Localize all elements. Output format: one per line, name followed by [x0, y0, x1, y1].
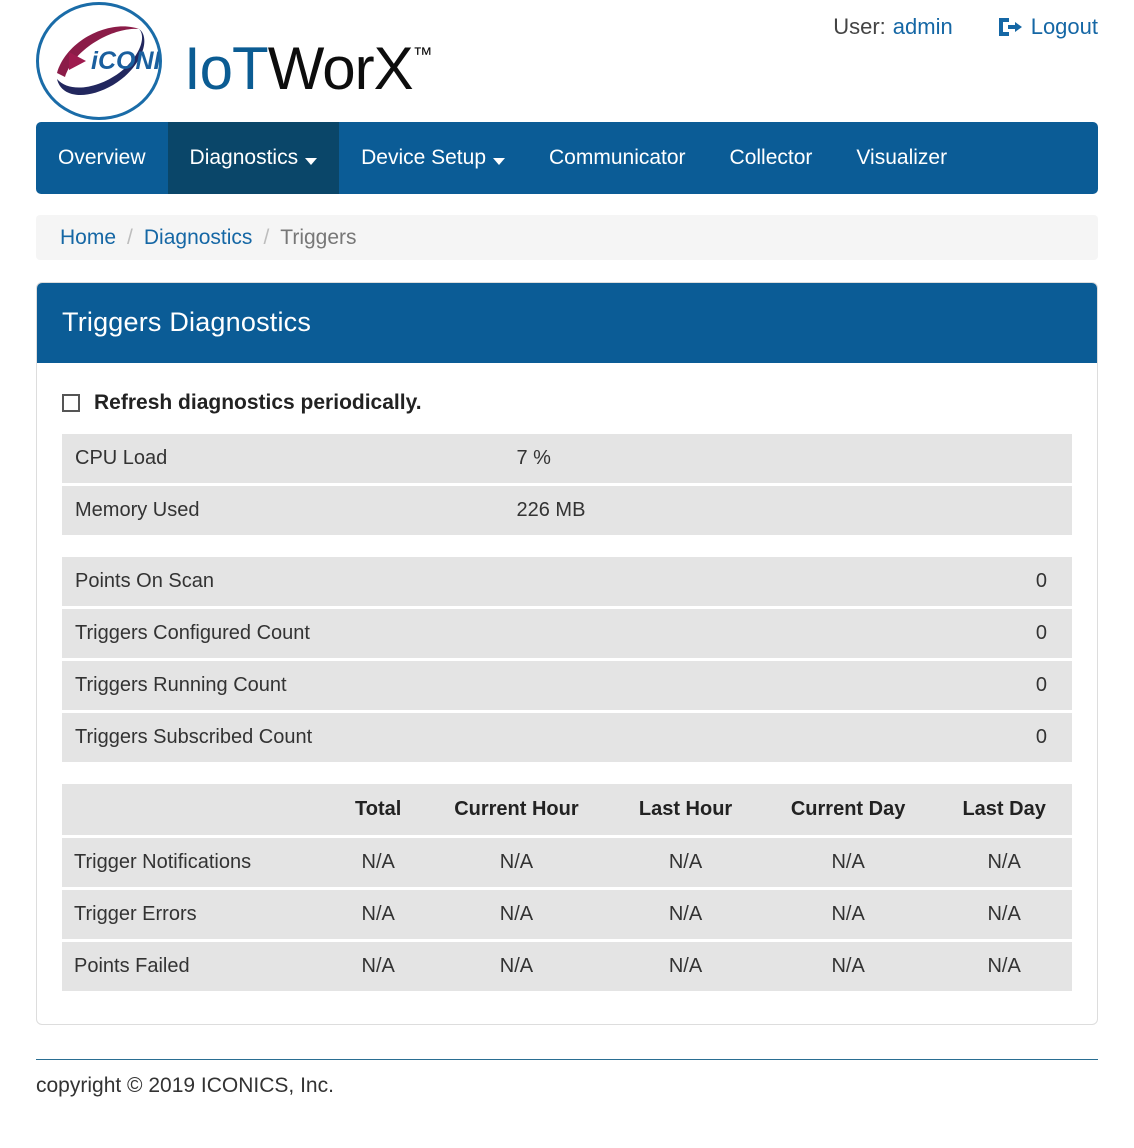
row-value-current-hour: N/A — [421, 942, 612, 991]
row-value: 0 — [688, 557, 1072, 606]
breadcrumb-diagnostics[interactable]: Diagnostics — [143, 225, 253, 249]
row-value: 7 % — [516, 434, 1072, 483]
row-label: Points Failed — [62, 942, 335, 991]
column-header-current-hour: Current Hour — [421, 784, 612, 835]
panel-body: Refresh diagnostics periodically. CPU Lo… — [37, 363, 1097, 1024]
row-value-current-hour: N/A — [421, 890, 612, 939]
table-row: Triggers Running Count 0 — [62, 661, 1072, 710]
nav-item-communicator[interactable]: Communicator — [527, 122, 708, 194]
refresh-periodically-checkbox[interactable] — [62, 394, 80, 412]
column-header-last-hour: Last Hour — [611, 784, 760, 835]
nav-item-collector[interactable]: Collector — [708, 122, 835, 194]
chevron-down-icon — [493, 157, 505, 165]
product-title-worx: WorX — [267, 35, 414, 102]
logout-icon — [997, 15, 1023, 39]
breadcrumb-home[interactable]: Home — [60, 225, 117, 249]
column-header-blank — [62, 784, 335, 835]
column-header-current-day: Current Day — [759, 784, 937, 835]
row-value-last-day: N/A — [936, 890, 1072, 939]
column-header-total: Total — [334, 784, 422, 835]
table-header-row: Total Current Hour Last Hour Current Day… — [62, 784, 1072, 835]
row-value-total: N/A — [334, 838, 422, 887]
column-header-last-day: Last Day — [936, 784, 1072, 835]
refresh-periodically-label: Refresh diagnostics periodically. — [94, 391, 422, 414]
nav-item-overview[interactable]: Overview — [36, 122, 168, 194]
nav-label-device-setup: Device Setup — [361, 146, 486, 169]
row-label: Triggers Configured Count — [62, 609, 689, 658]
row-value-last-hour: N/A — [611, 942, 760, 991]
row-value: 0 — [688, 713, 1072, 762]
chevron-down-icon — [305, 157, 318, 165]
trigger-statistics-table: Total Current Hour Last Hour Current Day… — [62, 781, 1072, 994]
breadcrumb: Home / Diagnostics / Triggers — [36, 215, 1098, 260]
row-value-last-day: N/A — [936, 942, 1072, 991]
page-footer: copyright © 2019 ICONICS, Inc. — [36, 1059, 1098, 1098]
nav-label-overview: Overview — [58, 146, 146, 169]
user-name: admin — [892, 14, 953, 39]
nav-item-diagnostics[interactable]: Diagnostics — [167, 122, 340, 194]
table-row: Trigger Notifications N/A N/A N/A N/A N/… — [62, 838, 1072, 887]
table-row: Triggers Subscribed Count 0 — [62, 713, 1072, 762]
table-row: Memory Used 226 MB — [62, 486, 1072, 535]
table-row: CPU Load 7 % — [62, 434, 1072, 483]
row-label: Triggers Running Count — [62, 661, 689, 710]
panel-title: Triggers Diagnostics — [37, 283, 1097, 363]
breadcrumb-current: Triggers — [280, 225, 357, 249]
main-navigation: Overview Diagnostics Device Setup Commun… — [36, 122, 1098, 194]
table-row: Trigger Errors N/A N/A N/A N/A N/A — [62, 890, 1072, 939]
row-label: Trigger Errors — [62, 890, 335, 939]
product-title-iot: IoT — [184, 35, 269, 102]
product-title: IoTWorX™ — [184, 39, 433, 99]
row-value-last-hour: N/A — [611, 838, 760, 887]
row-label: Points On Scan — [62, 557, 689, 606]
nav-label-diagnostics: Diagnostics — [189, 146, 299, 169]
brand: iCONICS IoTWorX™ — [36, 0, 433, 120]
page-header: iCONICS IoTWorX™ User: admin Logout — [0, 0, 1134, 122]
iconics-logo-svg: iCONICS — [57, 26, 159, 96]
table-row: Points On Scan 0 — [62, 557, 1072, 606]
row-value-current-hour: N/A — [421, 838, 612, 887]
row-value: 226 MB — [516, 486, 1072, 535]
nav-item-device-setup[interactable]: Device Setup — [339, 122, 527, 194]
breadcrumb-separator: / — [263, 225, 270, 249]
nav-label-visualizer: Visualizer — [856, 146, 948, 169]
row-value-last-hour: N/A — [611, 890, 760, 939]
row-value: 0 — [688, 609, 1072, 658]
row-value-total: N/A — [334, 890, 422, 939]
diagnostics-panel: Triggers Diagnostics Refresh diagnostics… — [36, 282, 1098, 1025]
row-label: Memory Used — [62, 486, 517, 535]
nav-item-visualizer[interactable]: Visualizer — [834, 122, 969, 194]
row-label: Trigger Notifications — [62, 838, 335, 887]
svg-text:iCONICS: iCONICS — [91, 47, 159, 75]
row-value-current-day: N/A — [759, 942, 937, 991]
copyright-text: copyright © 2019 ICONICS, Inc. — [36, 1074, 334, 1097]
resource-usage-table: CPU Load 7 % Memory Used 226 MB — [62, 431, 1072, 538]
breadcrumb-separator: / — [127, 225, 133, 249]
row-label: Triggers Subscribed Count — [62, 713, 689, 762]
nav-label-communicator: Communicator — [549, 146, 686, 169]
row-value-last-day: N/A — [936, 838, 1072, 887]
table-row: Triggers Configured Count 0 — [62, 609, 1072, 658]
iconics-logo-icon: iCONICS — [36, 2, 162, 120]
page-root: iCONICS IoTWorX™ User: admin Logout — [0, 0, 1134, 1098]
nav-label-collector: Collector — [729, 146, 813, 169]
trademark-symbol: ™ — [412, 44, 433, 66]
table-row: Points Failed N/A N/A N/A N/A N/A — [62, 942, 1072, 991]
row-value-current-day: N/A — [759, 890, 937, 939]
user-area: User: admin Logout — [833, 14, 1098, 40]
row-value-total: N/A — [334, 942, 422, 991]
refresh-periodically-row: Refresh diagnostics periodically. — [62, 391, 1072, 415]
trigger-counts-table: Points On Scan 0 Triggers Configured Cou… — [62, 554, 1072, 765]
logout-label: Logout — [1030, 14, 1098, 39]
row-value-current-day: N/A — [759, 838, 937, 887]
row-label: CPU Load — [62, 434, 517, 483]
logout-button[interactable]: Logout — [997, 14, 1098, 40]
row-value: 0 — [688, 661, 1072, 710]
user-label: User: — [833, 14, 886, 39]
